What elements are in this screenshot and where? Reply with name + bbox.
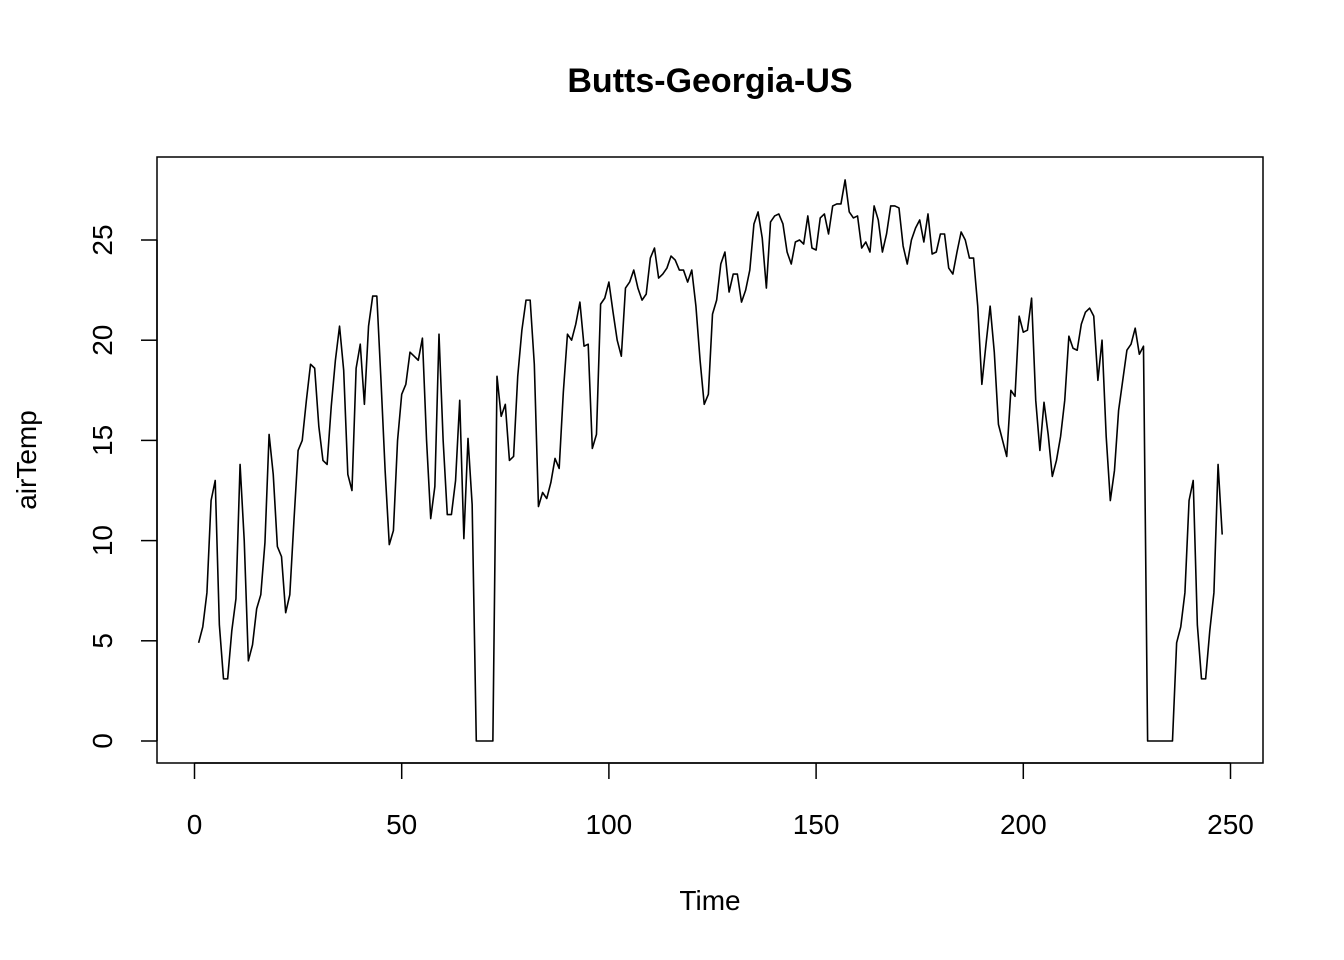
x-axis: 0 50 100 150 200 250 <box>187 762 1254 840</box>
y-tick-label: 15 <box>87 425 118 456</box>
y-tick-label: 0 <box>87 733 118 749</box>
series-line <box>197 179 1224 742</box>
x-tick-label: 50 <box>386 809 417 840</box>
y-tick-label: 10 <box>87 525 118 556</box>
y-axis-label: airTemp <box>11 410 42 510</box>
y-tick-label: 5 <box>87 633 118 649</box>
chart-title: Butts-Georgia-US <box>567 62 852 100</box>
x-tick-label: 250 <box>1207 809 1254 840</box>
x-tick-label: 200 <box>1000 809 1047 840</box>
y-tick-label: 25 <box>87 224 118 255</box>
y-axis: 0 5 10 15 20 25 <box>87 224 158 749</box>
x-axis-label: Time <box>679 885 740 916</box>
y-tick-label: 20 <box>87 325 118 356</box>
x-tick-label: 0 <box>187 809 203 840</box>
x-tick-label: 150 <box>793 809 840 840</box>
x-tick-label: 100 <box>586 809 633 840</box>
series-layer <box>197 179 1224 742</box>
